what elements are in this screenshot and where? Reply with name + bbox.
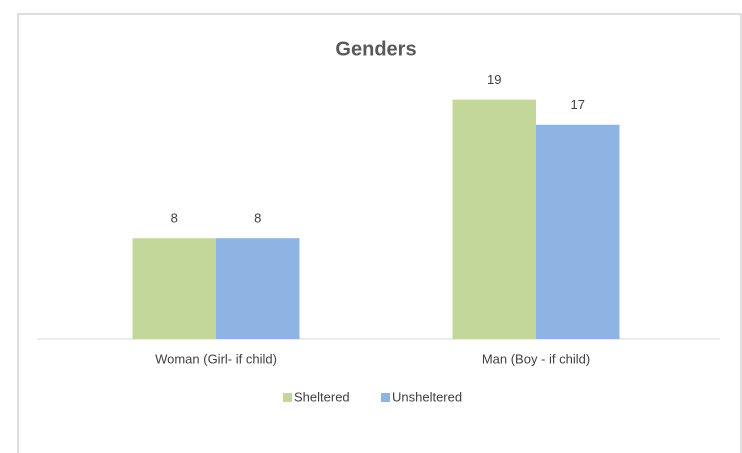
chart-title: Genders	[335, 38, 416, 60]
data-label: 8	[254, 211, 261, 226]
legend-label: Sheltered	[294, 389, 350, 404]
bar	[132, 238, 216, 339]
legend-label: Unsheltered	[392, 389, 462, 404]
data-label: 19	[487, 72, 501, 87]
bar	[536, 124, 620, 339]
x-tick-label: Woman (Girl- if child)	[155, 351, 277, 366]
legend-swatch	[283, 393, 292, 402]
chart-border	[17, 13, 742, 453]
bar	[216, 238, 300, 339]
data-label: 8	[171, 211, 178, 226]
bar	[452, 99, 536, 339]
x-tick-label: Man (Boy - if child)	[482, 351, 590, 366]
legend-swatch	[381, 393, 390, 402]
data-label: 17	[571, 97, 585, 112]
